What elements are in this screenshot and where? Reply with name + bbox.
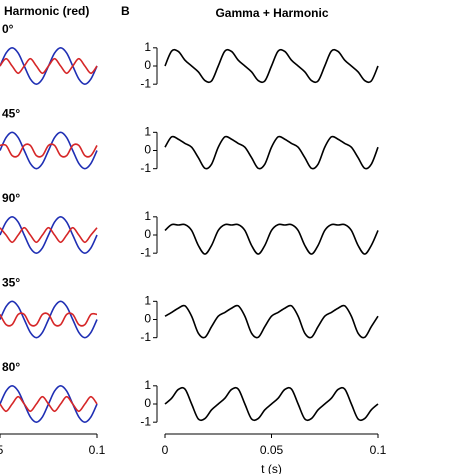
line bbox=[164, 223, 379, 255]
y-tick-label: -1 bbox=[140, 414, 151, 428]
line bbox=[0, 131, 98, 170]
column-title: Gamma + Harmonic bbox=[215, 6, 328, 20]
line bbox=[164, 386, 379, 422]
x-tick-label: 0.05 bbox=[260, 443, 284, 457]
x-tick-label: 0.1 bbox=[370, 443, 387, 457]
y-tick-label: 1 bbox=[144, 378, 151, 392]
line bbox=[164, 135, 379, 170]
y-tick-label: 1 bbox=[144, 293, 151, 307]
phase-label: 80° bbox=[2, 360, 20, 374]
phase-label: 0° bbox=[2, 22, 14, 36]
line bbox=[0, 312, 98, 327]
y-tick-label: -1 bbox=[140, 245, 151, 259]
line bbox=[0, 143, 98, 158]
column-title: Harmonic (red) bbox=[4, 4, 89, 18]
line bbox=[0, 216, 98, 254]
y-tick-label: 0 bbox=[144, 227, 151, 241]
y-tick-label: 0 bbox=[144, 396, 151, 410]
y-tick-label: 0 bbox=[144, 143, 151, 157]
line bbox=[0, 395, 98, 413]
x-axis-label: t (s) bbox=[261, 462, 282, 474]
line bbox=[0, 300, 98, 339]
y-tick-label: 0 bbox=[144, 312, 151, 326]
line bbox=[0, 226, 98, 244]
y-tick-label: -1 bbox=[140, 330, 151, 344]
phase-label: 90° bbox=[2, 191, 20, 205]
y-tick-label: 0 bbox=[144, 58, 151, 72]
x-tick-label: 0.1 bbox=[89, 443, 106, 457]
y-tick-label: -1 bbox=[140, 76, 151, 90]
y-tick-label: 1 bbox=[144, 209, 151, 223]
y-tick-label: -1 bbox=[140, 161, 151, 175]
phase-label: 35° bbox=[2, 276, 20, 290]
y-tick-label: 1 bbox=[144, 124, 151, 138]
panel-label: B bbox=[121, 4, 130, 18]
x-tick-label: 5 bbox=[0, 443, 4, 457]
line bbox=[0, 57, 98, 75]
x-tick-label: 0 bbox=[162, 443, 169, 457]
phase-label: 45° bbox=[2, 107, 20, 121]
y-tick-label: 1 bbox=[144, 40, 151, 54]
line bbox=[164, 304, 379, 339]
line bbox=[164, 48, 379, 84]
